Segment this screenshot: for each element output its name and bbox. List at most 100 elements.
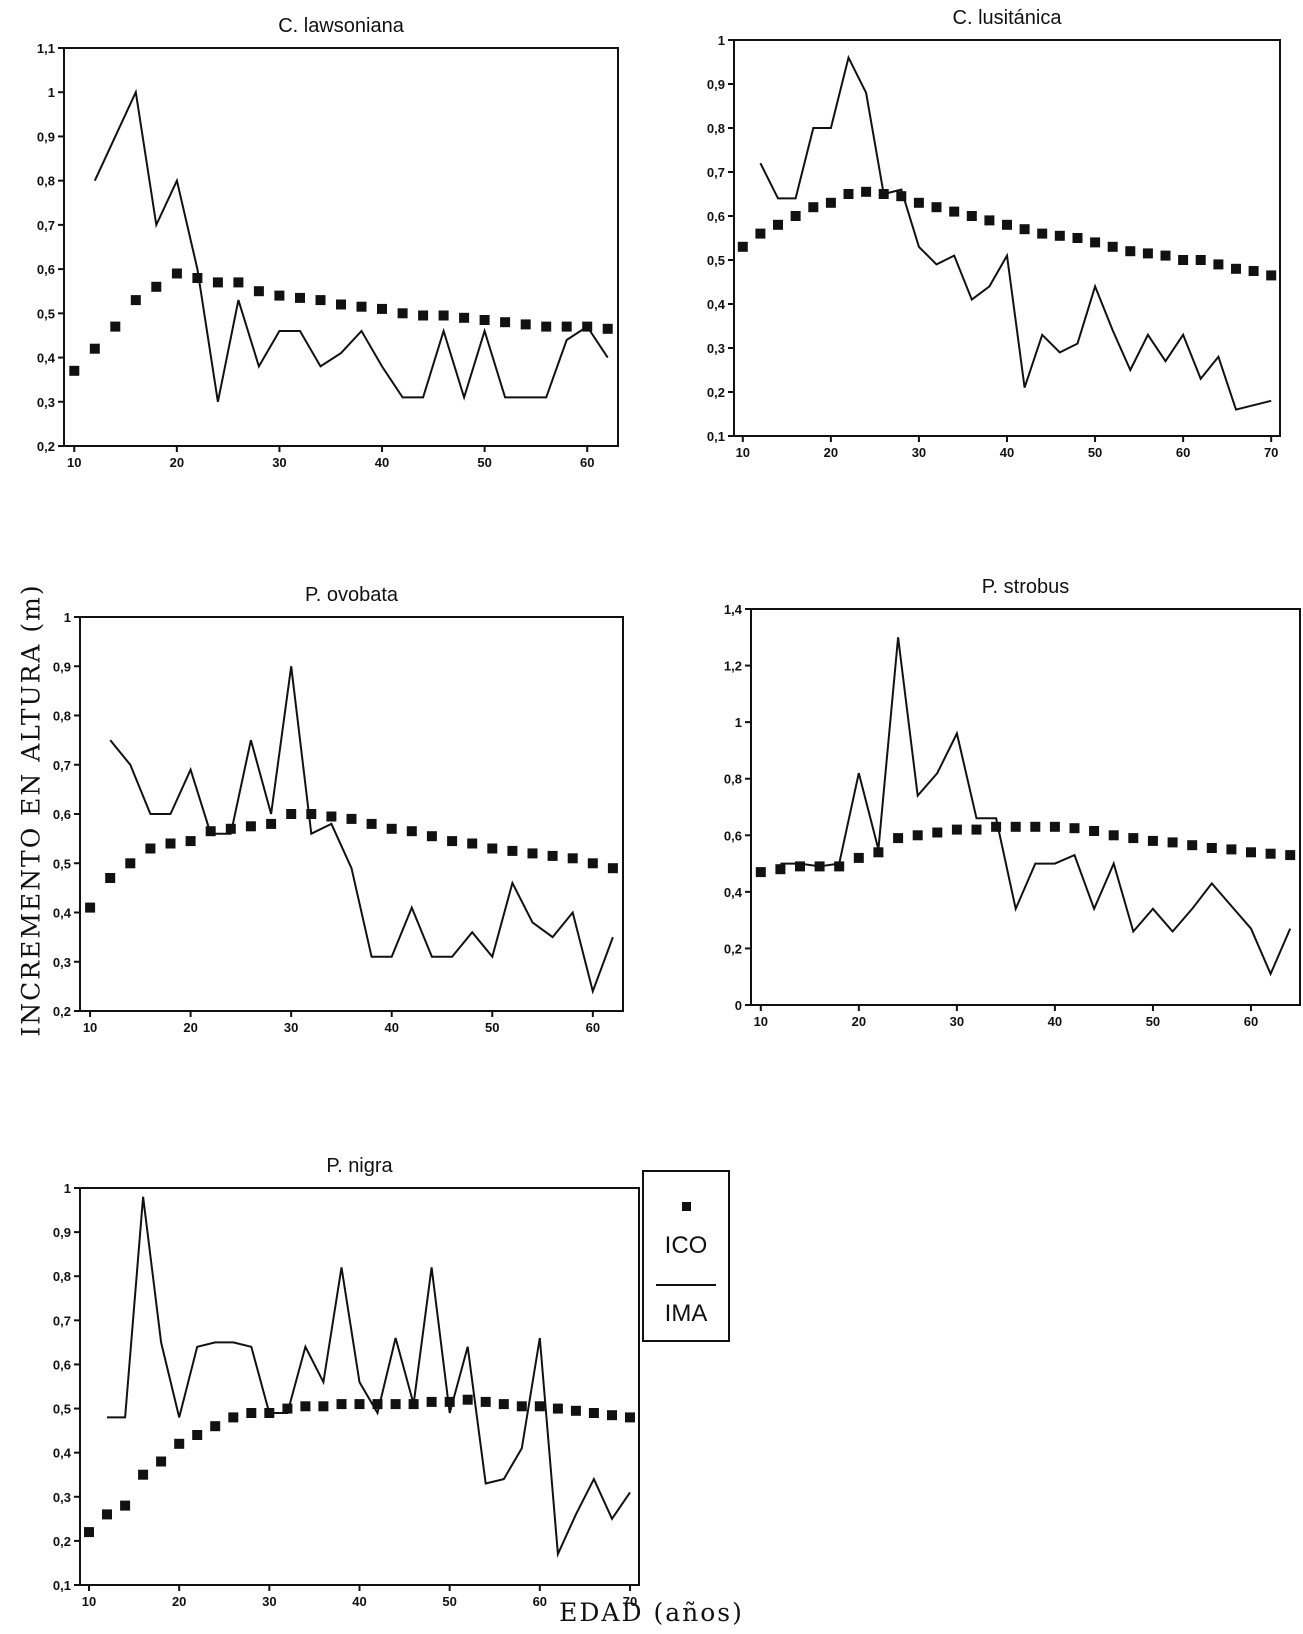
x-tick-label: 20 bbox=[183, 1020, 197, 1035]
y-tick-label: 0,2 bbox=[53, 1004, 71, 1019]
series-ico-marker bbox=[105, 873, 116, 883]
series-ico-marker bbox=[1147, 835, 1158, 846]
series-ico-marker bbox=[318, 1401, 329, 1412]
x-tick-label: 40 bbox=[384, 1020, 398, 1035]
series-ico-marker bbox=[295, 292, 305, 303]
series-ima-line bbox=[780, 637, 1292, 977]
series-ico-marker bbox=[447, 836, 458, 847]
series-ico-marker bbox=[1285, 850, 1296, 861]
y-tick-label: 0,3 bbox=[37, 395, 55, 410]
series-ico-marker bbox=[306, 809, 317, 819]
x-tick-label: 50 bbox=[1088, 445, 1102, 460]
series-ico-marker bbox=[246, 1408, 257, 1418]
x-tick-label: 10 bbox=[67, 455, 81, 470]
series-ico-marker bbox=[480, 1396, 491, 1407]
series-ico-marker bbox=[534, 1401, 545, 1412]
series-ico-marker bbox=[951, 824, 962, 835]
series-ico-marker bbox=[790, 211, 801, 221]
y-tick-label: 0,8 bbox=[53, 1269, 71, 1284]
series-ico-marker bbox=[607, 863, 618, 874]
y-tick-label: 1,4 bbox=[724, 602, 743, 617]
series-ico-marker bbox=[274, 290, 285, 301]
y-tick-label: 0,5 bbox=[53, 856, 71, 871]
chart-title: C. lawsoniana bbox=[278, 15, 405, 37]
x-tick-label: 30 bbox=[912, 445, 926, 460]
y-tick-label: 0,7 bbox=[707, 165, 725, 180]
series-ico-marker bbox=[438, 310, 449, 321]
series-ico-marker bbox=[336, 1399, 347, 1410]
series-ico-marker bbox=[834, 861, 845, 872]
y-tick-label: 0,4 bbox=[53, 906, 72, 921]
chart-3: P. ovobata 0,2 0,3 0,4 0,5 0,6 0,7 0,8 0,9 1 10 20 3… bbox=[53, 584, 624, 1035]
y-tick-label: 0,4 bbox=[37, 351, 56, 366]
y-tick-label: 0,8 bbox=[37, 174, 55, 189]
x-tick-label: 60 bbox=[580, 455, 594, 470]
y-tick-label: 0,1 bbox=[53, 1578, 71, 1593]
legend-ico-marker bbox=[682, 1202, 691, 1211]
series-ico-marker bbox=[145, 843, 156, 854]
y-tick-label: 0,9 bbox=[53, 659, 71, 674]
series-ico-marker bbox=[896, 191, 907, 202]
x-tick-label: 50 bbox=[1146, 1014, 1160, 1029]
series-ico-marker bbox=[795, 861, 805, 872]
series-ico-marker bbox=[487, 843, 498, 854]
series-ico-marker bbox=[336, 299, 346, 310]
x-tick-label: 60 bbox=[1176, 445, 1190, 460]
y-tick-label: 0,3 bbox=[53, 1490, 71, 1505]
series-ico-marker bbox=[755, 867, 766, 878]
y-tick-label: 0,2 bbox=[707, 385, 725, 400]
series-ico-marker bbox=[444, 1396, 455, 1407]
x-tick-label: 30 bbox=[950, 1014, 964, 1029]
series-ico-marker bbox=[931, 202, 942, 213]
y-tick-label: 0,6 bbox=[707, 209, 725, 224]
series-ico-marker bbox=[1089, 826, 1100, 836]
legend: ICO IMA bbox=[642, 1170, 730, 1342]
y-axis-label: INCREMENTO EN ALTURA (m) bbox=[6, 570, 56, 1050]
series-ico-marker bbox=[1178, 255, 1189, 265]
series-ico-marker bbox=[966, 211, 977, 221]
plot-frame bbox=[750, 608, 1301, 1006]
series-ico-marker bbox=[462, 1394, 473, 1405]
series-ico-marker bbox=[1049, 821, 1060, 832]
y-tick-label: 0,3 bbox=[707, 341, 725, 356]
x-tick-label: 10 bbox=[83, 1020, 97, 1035]
y-tick-label: 1,2 bbox=[724, 659, 742, 674]
series-ico-marker bbox=[426, 831, 437, 842]
series-ico-marker bbox=[552, 1403, 563, 1414]
series-ico-marker bbox=[1266, 270, 1277, 281]
series-ico-marker bbox=[397, 308, 408, 319]
series-ico-marker bbox=[69, 365, 80, 376]
series-ico-marker bbox=[151, 281, 162, 292]
series-ico-marker bbox=[225, 823, 236, 834]
x-tick-label: 40 bbox=[375, 455, 389, 470]
x-tick-label: 50 bbox=[477, 455, 491, 470]
x-tick-label: 60 bbox=[586, 1020, 600, 1035]
series-ico-marker bbox=[110, 321, 121, 332]
series-ico-marker bbox=[1054, 230, 1065, 241]
series-ico-marker bbox=[913, 197, 924, 208]
y-tick-label: 0,6 bbox=[724, 828, 742, 843]
series-ico-marker bbox=[893, 833, 904, 844]
series-ico-marker bbox=[390, 1399, 401, 1410]
x-axis-label: EDAD (años) bbox=[559, 1598, 744, 1627]
series-ico-marker bbox=[1142, 248, 1153, 259]
y-tick-label: 0,5 bbox=[707, 253, 725, 268]
series-ico-marker bbox=[1128, 833, 1139, 844]
y-tick-label: 0 bbox=[735, 998, 742, 1013]
y-tick-label: 0,8 bbox=[53, 709, 71, 724]
series-ico-marker bbox=[1010, 821, 1021, 832]
x-tick-label: 10 bbox=[754, 1014, 768, 1029]
y-tick-label: 0,7 bbox=[37, 218, 55, 233]
y-tick-label: 0,1 bbox=[707, 429, 725, 444]
series-ico-marker bbox=[171, 268, 182, 279]
series-ico-marker bbox=[1248, 266, 1259, 276]
series-ico-marker bbox=[192, 1430, 203, 1440]
series-ico-marker bbox=[84, 1527, 94, 1538]
series-ico-marker bbox=[366, 818, 377, 829]
series-ico-marker bbox=[185, 836, 196, 847]
y-tick-label: 0,8 bbox=[724, 772, 742, 787]
x-tick-label: 20 bbox=[170, 455, 184, 470]
series-ico-marker bbox=[971, 824, 982, 835]
y-tick-label: 1 bbox=[64, 1181, 71, 1196]
